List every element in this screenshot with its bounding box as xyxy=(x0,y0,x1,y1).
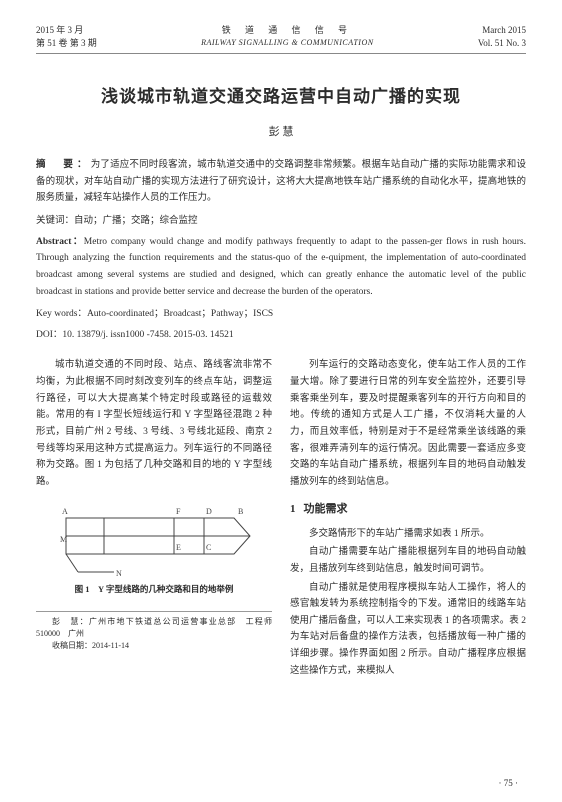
column-left: 城市轨道交通的不同时段、站点、路线客流非常不均衡，为此根据不同时刻改变列车的终点… xyxy=(36,357,272,681)
keywords-en: Key words：Auto-coordinated；Broadcast；Pat… xyxy=(36,306,526,323)
header-left: 2015 年 3 月 第 51 卷 第 3 期 xyxy=(36,24,97,49)
svg-text:M: M xyxy=(60,535,67,544)
doi: DOI：10. 13879/j. issn1000 -7458. 2015-03… xyxy=(36,327,526,344)
keywords-zh: 关键词：自动；广播；交路；综合监控 xyxy=(36,213,526,230)
abstract-zh-label: 摘 要： xyxy=(36,160,91,170)
header-volume-en: Vol. 51 No. 3 xyxy=(478,37,526,50)
abstract-zh: 摘 要：为了适应不同时段客流，城市轨道交通中的交路调整非常频繁。根据车站自动广播… xyxy=(36,157,526,207)
article-author: 彭 慧 xyxy=(36,123,526,139)
col2-para1: 列车运行的交路动态变化，使车站工作人员的工作量大增。除了要进行日常的列车安全监控… xyxy=(290,357,526,490)
journal-title-zh: 铁 道 通 信 信 号 xyxy=(201,24,374,37)
footnote-date: 收稿日期：2014-11-14 xyxy=(36,640,272,652)
doi-label: DOI： xyxy=(36,330,62,340)
header-right: March 2015 Vol. 51 No. 3 xyxy=(478,24,526,49)
col1-para1: 城市轨道交通的不同时段、站点、路线客流非常不均衡，为此根据不同时刻改变列车的终点… xyxy=(36,357,272,490)
column-right: 列车运行的交路动态变化，使车站工作人员的工作量大增。除了要进行日常的列车安全监控… xyxy=(290,357,526,681)
header-date-zh: 2015 年 3 月 xyxy=(36,24,97,37)
keywords-en-label: Key words： xyxy=(36,309,87,319)
section-1-title: 功能需求 xyxy=(304,503,348,515)
abstract-en-text: Metro company would change and modify pa… xyxy=(36,237,526,297)
figure-1-caption: 图 1 Y 字型线路的几种交路和目的地举例 xyxy=(36,582,272,597)
article-title: 浅谈城市轨道交通交路运营中自动广播的实现 xyxy=(36,82,526,107)
col2-para4: 自动广播就是使用程序模拟车站人工操作，将人的感官触发转为系统控制指令的下发。通常… xyxy=(290,580,526,680)
figure-1: A B F D E C M N 图 1 Y 字型线路的几种交路和目的地举例 xyxy=(36,500,272,597)
footnote: 彭 慧：广州市地下铁道总公司运营事业总部 工程师 510000 广州 收稿日期：… xyxy=(36,611,272,652)
page-header: 2015 年 3 月 第 51 卷 第 3 期 铁 道 通 信 信 号 RAIL… xyxy=(36,24,526,54)
keywords-en-text: Auto-coordinated；Broadcast；Pathway；ISCS xyxy=(87,309,273,319)
svg-text:A: A xyxy=(62,507,68,516)
abstract-zh-text: 为了适应不同时段客流，城市轨道交通中的交路调整非常频繁。根据车站自动广播的实际功… xyxy=(36,160,526,203)
page-number: · 75 · xyxy=(499,778,519,788)
col2-para3: 自动广播需要车站广播能根据列车目的地码自动触发，且播放列车终到站信息，触发时间可… xyxy=(290,544,526,577)
header-volume-zh: 第 51 卷 第 3 期 xyxy=(36,37,97,50)
body-columns: 城市轨道交通的不同时段、站点、路线客流非常不均衡，为此根据不同时刻改变列车的终点… xyxy=(36,357,526,681)
svg-text:N: N xyxy=(116,569,122,578)
footnote-author: 彭 慧：广州市地下铁道总公司运营事业总部 工程师 510000 广州 xyxy=(36,616,272,640)
keywords-zh-label: 关键词： xyxy=(36,216,74,226)
abstract-en-label: Abstract： xyxy=(36,237,84,247)
svg-text:D: D xyxy=(206,507,212,516)
svg-text:F: F xyxy=(176,507,181,516)
svg-text:E: E xyxy=(176,543,181,552)
header-center: 铁 道 通 信 信 号 RAILWAY SIGNALLING & COMMUNI… xyxy=(201,24,374,48)
svg-text:B: B xyxy=(238,507,243,516)
journal-title-en: RAILWAY SIGNALLING & COMMUNICATION xyxy=(201,37,374,48)
section-1-num: 1 xyxy=(290,503,296,515)
col2-para2: 多交路情形下的车站广播需求如表 1 所示。 xyxy=(290,526,526,543)
keywords-zh-text: 自动；广播；交路；综合监控 xyxy=(74,216,198,226)
header-date-en: March 2015 xyxy=(478,24,526,37)
svg-text:C: C xyxy=(206,543,211,552)
doi-text: 10. 13879/j. issn1000 -7458. 2015-03. 14… xyxy=(62,330,233,340)
figure-1-svg: A B F D E C M N xyxy=(54,500,254,578)
section-1-heading: 1 功能需求 xyxy=(290,500,526,519)
abstract-en: Abstract：Metro company would change and … xyxy=(36,234,526,301)
